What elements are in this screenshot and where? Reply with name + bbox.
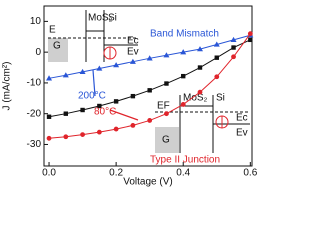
annotation: 80°C: [94, 107, 116, 118]
inset-label: Si: [108, 13, 117, 24]
x-tick-label: 0.0: [42, 168, 56, 179]
data-point: [214, 74, 220, 80]
data-point: [214, 55, 219, 60]
plot-frame: [43, 5, 253, 167]
gate-box: [155, 127, 179, 153]
data-point: [46, 114, 52, 119]
data-point: [164, 111, 169, 117]
inset-label: G: [162, 135, 170, 146]
y-tick-label: -20: [27, 108, 42, 119]
arrow: [109, 109, 139, 121]
data-point: [96, 65, 103, 71]
data-point: [146, 55, 153, 61]
data-point: [230, 36, 237, 43]
data-point: [46, 75, 53, 81]
annotation: Type II Junction: [150, 155, 220, 166]
annotation: Band Mismatch: [150, 29, 219, 40]
x-axis-label: Voltage (V): [123, 177, 172, 188]
data-point: [80, 107, 85, 113]
data-point: [231, 45, 236, 50]
data-point: [129, 58, 136, 64]
inset-label: Si: [216, 93, 225, 104]
data-point: [62, 72, 69, 78]
y-tick-label: 10: [30, 16, 42, 27]
data-point: [46, 135, 52, 141]
data-point: [79, 68, 86, 75]
data-point: [147, 88, 152, 93]
data-point: [147, 118, 153, 123]
y-tick-label: 0: [35, 47, 41, 58]
data-point: [113, 62, 120, 68]
data-point: [163, 52, 170, 58]
inset-label: EF: [157, 101, 170, 112]
y-axis-label: J (mA/cm²): [2, 62, 13, 111]
inset-label: MoS₂: [183, 93, 208, 104]
data-point: [248, 37, 253, 43]
data-point: [197, 89, 203, 95]
inset-label: Ec: [127, 36, 139, 47]
gate-box: [48, 38, 68, 62]
data-point: [63, 111, 69, 116]
data-point: [180, 102, 186, 107]
y-tick-label: -10: [27, 78, 42, 89]
x-tick-label: 0.4: [176, 168, 190, 179]
x-tick-label: 0.2: [109, 168, 123, 179]
data-point: [181, 73, 186, 79]
data-point: [113, 126, 119, 132]
data-point: [96, 129, 102, 135]
data-point: [231, 54, 236, 60]
data-point: [247, 31, 253, 37]
data-point: [97, 103, 102, 109]
inset-label: Ev: [236, 128, 248, 139]
band-diagram: EF MoS₂ Si Ec Ev G: [155, 93, 250, 153]
data-point: [80, 132, 85, 138]
x-tick-label: 0.6: [243, 168, 257, 179]
inset-label: MoS₂: [88, 13, 113, 24]
data-point: [180, 49, 187, 55]
annotation: 200°C: [78, 91, 106, 102]
inset-label: Ec: [236, 113, 248, 124]
inset-label: E: [49, 25, 56, 36]
data-point: [113, 99, 119, 104]
data-point: [164, 81, 169, 86]
data-point: [63, 134, 69, 140]
data-point: [130, 93, 136, 99]
data-point: [197, 65, 203, 70]
inset-label: Ev: [127, 47, 139, 58]
data-point: [213, 41, 220, 47]
y-tick-label: -30: [27, 139, 42, 150]
series-line: [48, 39, 251, 118]
inset-label: G: [53, 41, 61, 52]
data-point: [197, 46, 203, 52]
arrow: [92, 69, 96, 97]
data-point: [130, 122, 136, 128]
